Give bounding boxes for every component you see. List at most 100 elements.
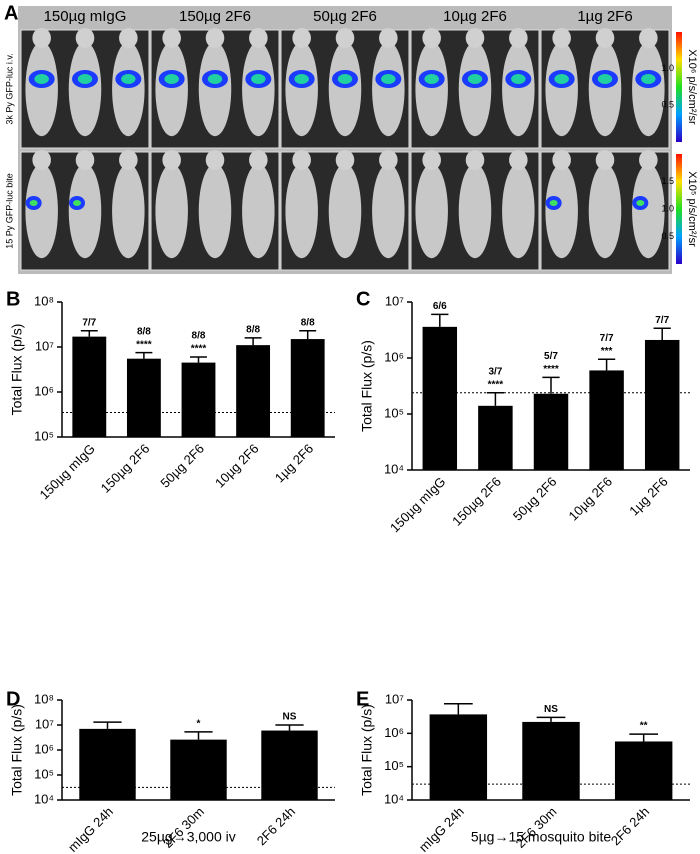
signal-core <box>73 200 81 206</box>
x-tick-label: mIgG 24h <box>416 804 467 854</box>
mouse-head <box>379 150 398 170</box>
y-tick-label: 10⁴ <box>384 791 404 806</box>
y-tick-label: 10⁴ <box>34 791 54 806</box>
mouse-head <box>292 150 311 170</box>
bar <box>290 339 325 437</box>
significance: NS <box>283 712 297 723</box>
y-tick-label: 10⁷ <box>35 338 54 353</box>
y-tick-label: 10⁶ <box>34 383 54 398</box>
signal-core <box>511 74 526 84</box>
fraction-label: 7/7 <box>655 315 669 326</box>
mouse <box>545 41 578 137</box>
significance: **** <box>191 344 207 355</box>
bar <box>589 370 624 470</box>
significance: **** <box>543 364 559 375</box>
mouse-head <box>639 28 658 48</box>
colorbar-unit: X10⁶ p/s/cm²/sr <box>686 49 698 125</box>
colorbar-tick: 1.5 <box>661 176 674 186</box>
mouse <box>25 163 58 259</box>
mouse-head <box>249 28 268 48</box>
signal-core <box>29 200 38 206</box>
significance: ** <box>640 721 648 732</box>
x-tick-label: 150µg 2F6 <box>449 474 504 529</box>
significance: **** <box>488 379 504 390</box>
y-tick-label: 10⁵ <box>384 405 404 420</box>
mouse-head <box>205 150 225 170</box>
signal-core <box>77 74 93 84</box>
fraction-label: 8/8 <box>192 331 206 342</box>
mouse-head <box>249 150 268 170</box>
bar <box>429 714 488 800</box>
column-header: 10µg 2F6 <box>443 8 507 25</box>
mouse <box>588 41 622 137</box>
x-tick-label: 2F6 24h <box>254 804 298 848</box>
mouse <box>545 163 578 259</box>
fraction-label: 8/8 <box>246 324 260 335</box>
y-tick-label: 10⁶ <box>34 741 54 756</box>
colorbar <box>676 32 682 142</box>
mouse-head <box>119 28 138 48</box>
signal-core <box>337 74 353 84</box>
y-tick-label: 10⁷ <box>385 691 404 706</box>
signal-core <box>424 74 439 84</box>
y-tick-label: 10⁵ <box>34 766 54 781</box>
y-tick-label: 10⁴ <box>384 461 404 476</box>
panel-label: E <box>356 688 369 710</box>
mouse <box>68 163 102 259</box>
fraction-label: 6/6 <box>433 301 447 312</box>
mouse-head <box>379 28 398 48</box>
mouse-head <box>292 28 311 48</box>
fraction-label: 5/7 <box>544 351 558 362</box>
signal-core <box>121 74 136 84</box>
mouse <box>502 163 535 259</box>
significance: NS <box>544 704 558 715</box>
mouse <box>632 41 665 137</box>
colorbar <box>676 154 682 264</box>
x-tick-label: 1µg 2F6 <box>626 474 671 519</box>
mouse-head <box>595 28 615 48</box>
signal-core <box>207 74 223 84</box>
mouse <box>372 41 405 137</box>
mouse <box>242 41 275 137</box>
signal-core <box>636 200 645 206</box>
significance: *** <box>601 346 613 357</box>
mouse <box>588 163 622 259</box>
signal-core <box>164 74 179 84</box>
y-axis-title: Total Flux (p/s) <box>359 340 375 432</box>
signal-core <box>554 74 569 84</box>
mouse-head <box>552 28 571 48</box>
fraction-label: 8/8 <box>137 326 151 337</box>
y-tick-label: 10⁸ <box>34 293 54 308</box>
x-tick-label: 50µg 2F6 <box>510 474 560 524</box>
fraction-label: 8/8 <box>301 317 315 328</box>
bar <box>422 326 458 470</box>
mouse-head <box>639 150 658 170</box>
y-axis-title: Total Flux (p/s) <box>359 704 375 796</box>
colorbar-tick: 0.5 <box>661 231 674 241</box>
y-tick-label: 10⁶ <box>384 349 404 364</box>
colorbar-tick: 0.5 <box>661 100 674 110</box>
panel-label: A <box>4 2 18 24</box>
signal-core <box>381 74 396 84</box>
colorbar-unit: X10⁵ p/s/cm²/sr <box>686 171 698 247</box>
mouse-head <box>335 28 355 48</box>
panel-label: D <box>6 688 20 710</box>
mouse-head <box>465 28 485 48</box>
mouse-head <box>552 150 571 170</box>
y-tick-label: 10⁸ <box>34 691 54 706</box>
mouse-head <box>422 150 441 170</box>
y-axis-title: Total Flux (p/s) <box>9 704 25 796</box>
mouse <box>285 41 318 137</box>
mouse <box>328 41 362 137</box>
y-axis-title: Total Flux (p/s) <box>9 324 25 416</box>
mouse <box>632 163 665 259</box>
mouse-head <box>32 150 51 170</box>
bar <box>72 336 107 437</box>
mouse <box>242 163 275 259</box>
column-header: 50µg 2F6 <box>313 8 377 25</box>
mouse <box>25 41 58 137</box>
mouse <box>285 163 318 259</box>
significance: * <box>197 719 201 730</box>
mouse <box>415 163 448 259</box>
x-tick-label: 1µg 2F6 <box>272 441 317 486</box>
